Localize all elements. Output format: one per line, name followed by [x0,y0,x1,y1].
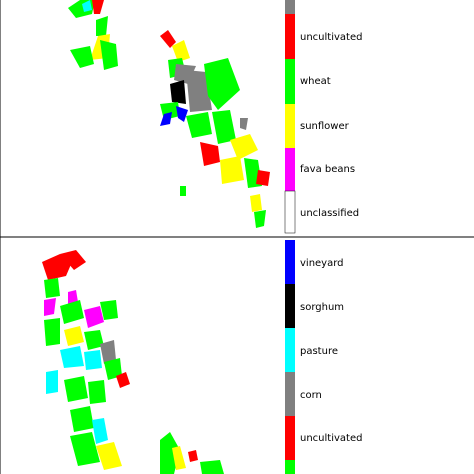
parcel [92,418,108,444]
parcel [42,254,72,280]
legend-label: corn [300,390,322,401]
legend-label: unclassified [300,208,359,219]
legend-swatch [285,148,295,191]
legend-label: wheat [300,76,331,87]
legend-swatch [285,460,295,474]
parcel [250,194,262,212]
parcel [240,118,248,130]
legend-top: uncultivated wheat sunflower fava beans … [284,0,362,234]
parcels-bottom [42,250,224,474]
parcel [70,46,94,68]
parcel [176,106,188,122]
parcel [44,298,56,316]
parcel [100,40,118,70]
parcel [82,0,92,12]
parcel [220,156,244,184]
parcel [60,300,84,324]
parcels-top [68,0,270,228]
legend-swatch [285,104,295,148]
parcel [230,134,258,160]
parcel [84,350,102,370]
parcel [84,306,104,328]
parcel [70,406,94,432]
legend-label: uncultivated [300,32,362,43]
parcel [174,64,196,84]
parcel [60,250,86,270]
parcel [172,446,186,470]
legend-swatch [285,416,295,460]
parcel [44,278,60,298]
legend-swatch [284,190,296,234]
parcel [180,186,186,196]
parcel [200,142,220,166]
parcel [170,80,186,104]
parcel [104,358,122,380]
parcel [172,40,190,62]
parcel [200,460,224,474]
parcel [100,300,118,320]
legend-swatch [285,0,295,14]
legend-swatch [285,328,295,372]
parcel [84,330,104,350]
parcel [64,376,88,402]
parcel [186,70,212,112]
legend-swatch [285,372,295,416]
parcel [186,112,212,138]
parcel [254,210,266,228]
parcel [44,318,60,346]
legend-label: fava beans [300,164,355,175]
legend-label: sunflower [300,121,350,132]
parcel [92,0,104,14]
legend-label: sorghum [300,302,344,313]
parcel [160,30,176,48]
legend-swatch [285,59,295,104]
parcel [60,346,84,368]
parcel [204,58,240,110]
legend-label: uncultivated [300,433,362,444]
parcel [188,450,198,462]
parcel [256,170,270,186]
parcel [96,442,122,470]
parcel [96,16,108,36]
parcel [100,340,116,364]
parcel [160,112,172,126]
parcel [212,110,236,144]
parcel [64,326,84,346]
legend-swatch [285,14,295,59]
parcel [116,372,130,388]
parcel [46,370,58,394]
parcel [70,432,100,466]
legend-label: vineyard [300,258,344,269]
legend-label: pasture [300,346,338,357]
legend-swatch [285,240,295,284]
parcel [88,380,106,404]
legend-swatch [285,284,295,328]
legend-bottom: vineyard sorghum pasture corn uncultivat… [285,240,362,474]
